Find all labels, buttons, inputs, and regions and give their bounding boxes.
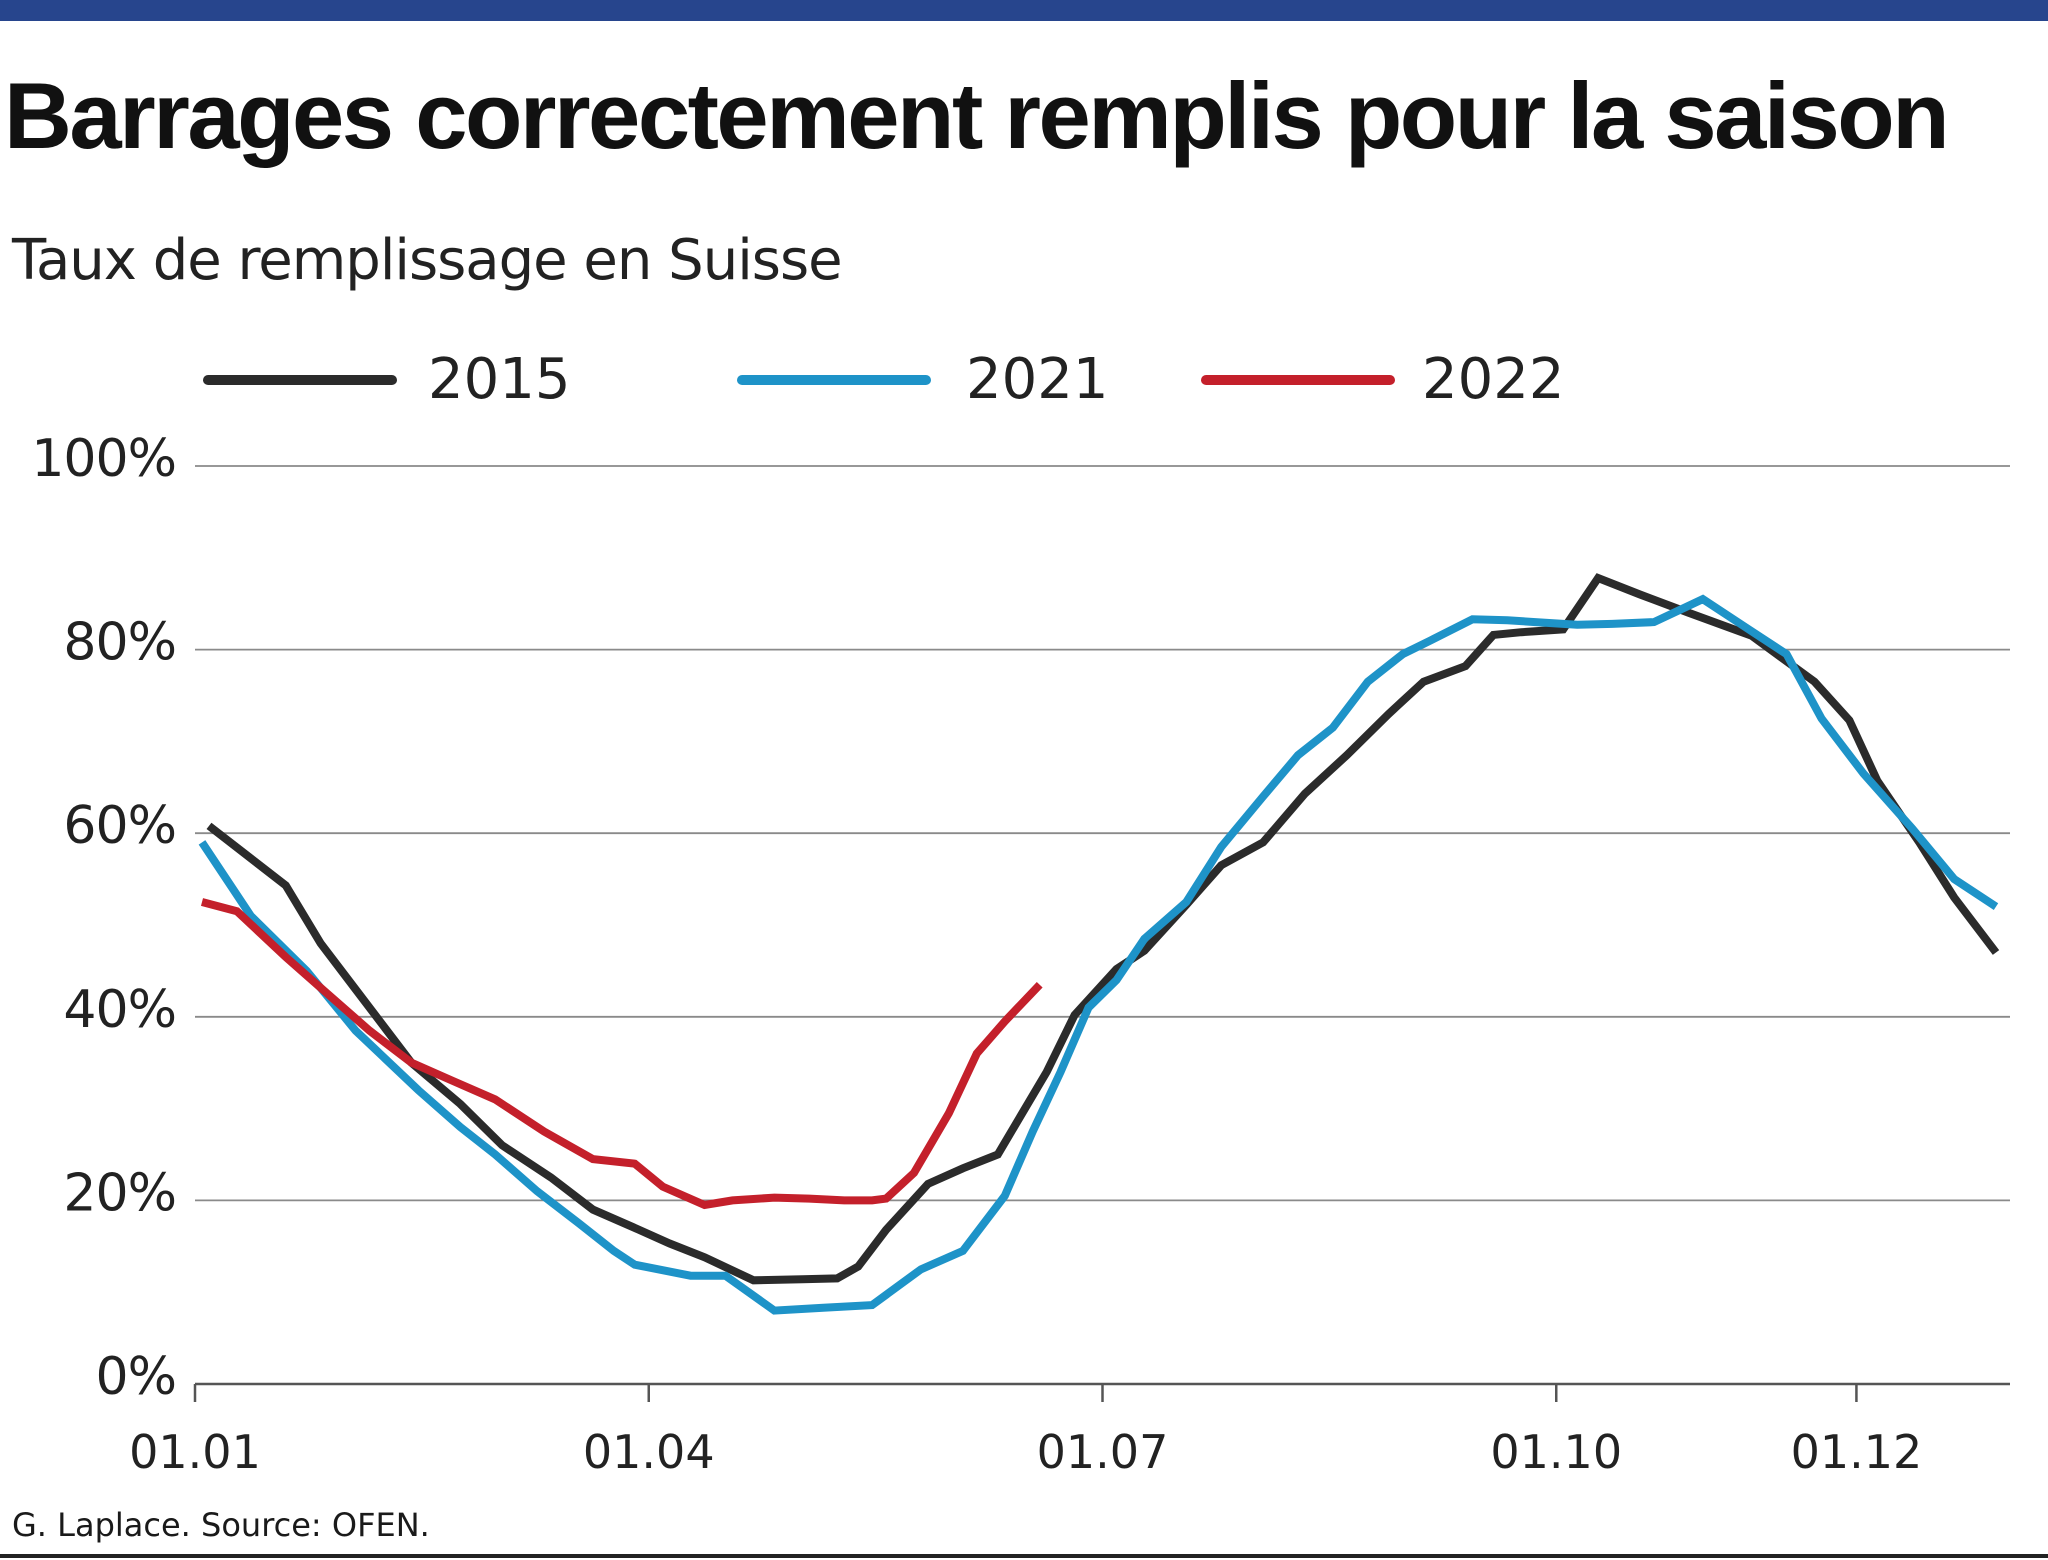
series-line-2015 (206, 573, 2000, 1285)
top-accent-bar (0, 0, 2048, 21)
x-tick-label: 01.07 (1037, 1425, 1169, 1479)
y-tick-label: 60% (63, 796, 176, 856)
x-tick-label: 01.12 (1791, 1425, 1923, 1479)
x-tick-label: 01.04 (583, 1425, 715, 1479)
y-tick-label: 80% (63, 613, 176, 673)
source-credit: G. Laplace. Source: OFEN. (12, 1506, 430, 1544)
legend-label-2022: 2022 (1422, 347, 1565, 412)
series-line-2022 (200, 898, 1043, 1210)
y-tick-label: 100% (31, 429, 176, 489)
bottom-rule (0, 1554, 2048, 1558)
line-chart: 0% 20% 40% 60% 80% 100% 01.01 01.04 01.07 01.10 01… (31, 347, 2010, 1479)
legend-label-2015: 2015 (428, 347, 571, 412)
y-tick-label: 40% (63, 980, 176, 1040)
chart-title: Barrages correctement remplis pour la sa… (4, 63, 1950, 168)
series-line-2021 (198, 594, 1999, 1315)
y-tick-label: 0% (96, 1347, 177, 1407)
chart-subtitle: Taux de remplissage en Suisse (12, 228, 843, 293)
legend-label-2021: 2021 (966, 347, 1109, 412)
x-tick-label: 01.01 (129, 1425, 261, 1479)
x-tick-label: 01.10 (1490, 1425, 1622, 1479)
y-tick-label: 20% (63, 1163, 176, 1223)
